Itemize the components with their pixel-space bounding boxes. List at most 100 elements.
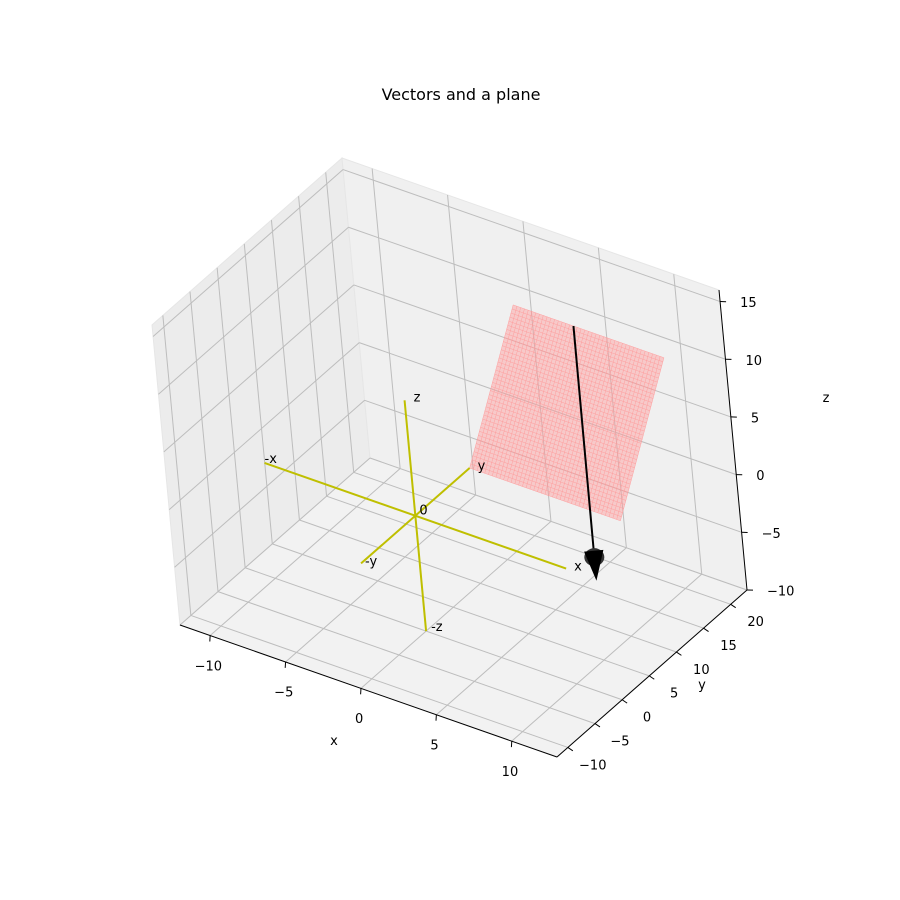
grid-line-z: [168, 342, 360, 510]
plane-mesh-line: [574, 341, 619, 506]
plane-mesh-line: [608, 353, 653, 517]
label-neg-x: -x: [265, 452, 278, 467]
z-axis-line: [718, 289, 748, 591]
grid-line-z: [369, 457, 748, 591]
z-tick-label: −5: [762, 527, 781, 542]
z-tick-label: −10: [767, 585, 794, 600]
z-tick-label: 15: [740, 296, 757, 311]
grid-line-x: [371, 168, 401, 469]
plane-mesh-line: [479, 431, 631, 485]
y-tick-label: 20: [747, 615, 764, 630]
plane-mesh-line: [567, 339, 612, 503]
grid-line-y: [217, 591, 596, 725]
y-tick-label: 15: [720, 639, 737, 654]
grid-line-y: [243, 243, 273, 544]
plane-mesh-line: [563, 337, 608, 502]
plane-mesh-line: [470, 463, 622, 517]
y-tick-label-mark: [703, 627, 709, 632]
plane-mesh-line: [593, 348, 638, 512]
vector: [572, 325, 605, 581]
y-axis-label: y: [698, 678, 706, 693]
grid-line-y: [326, 495, 704, 629]
z-coordinate-axis: [403, 400, 428, 632]
grid-line-y: [298, 196, 328, 497]
grid-line-y: [189, 291, 219, 592]
axis-lines: [179, 289, 748, 758]
plane-mesh-line: [578, 343, 623, 507]
y-tick-label: 0: [643, 711, 651, 726]
plane-mesh-line: [469, 467, 621, 522]
plane: [469, 304, 665, 522]
grid-line-y: [325, 172, 355, 473]
x-tick-label: 0: [355, 712, 363, 727]
plane-mesh-line: [480, 426, 632, 481]
grid-line-y: [299, 519, 677, 653]
label-pos-z: z: [414, 390, 421, 405]
grid-line-y: [270, 219, 300, 521]
label-pos-x: x: [574, 560, 582, 575]
label-neg-z: -z: [431, 620, 443, 635]
plane-mesh-line: [477, 439, 629, 493]
grid-line-x: [209, 468, 401, 636]
plane-mesh-line: [620, 357, 665, 521]
label-neg-y: -y: [365, 554, 377, 569]
plane-mesh-line: [476, 443, 628, 497]
grid-line-z: [364, 399, 742, 533]
y-tick-label: −10: [579, 758, 606, 773]
plane-mesh-line: [483, 414, 635, 469]
plane-mesh-line: [488, 398, 639, 452]
plane-mesh-line: [556, 335, 601, 499]
y-tick-label: −5: [610, 734, 629, 749]
grid-line-y: [272, 543, 650, 677]
z-tick-label: 0: [756, 469, 764, 484]
grid-line-y: [216, 267, 246, 568]
plane-mesh-line: [616, 356, 661, 520]
plane-mesh-line: [473, 451, 625, 505]
grid-line-x: [360, 520, 552, 689]
y-axis-line: [556, 589, 748, 758]
x-axis-line: [179, 624, 558, 758]
plane-mesh-line: [586, 345, 631, 509]
y-tick-label-mark: [621, 699, 628, 704]
y-tick-label-mark: [676, 651, 682, 656]
y-tick-label: 5: [670, 687, 678, 702]
x-tick-label: 10: [502, 765, 519, 780]
plane-mesh-line: [489, 394, 641, 448]
chart-title: Vectors and a plane: [382, 85, 541, 104]
label-pos-y: y: [478, 459, 486, 474]
plane-mesh-line: [491, 386, 643, 440]
y-tick-label-mark: [594, 723, 601, 728]
plane-mesh-line: [605, 352, 650, 516]
plane-mesh-line: [474, 447, 626, 501]
plane-mesh-line: [590, 347, 635, 511]
plane-mesh-line: [490, 390, 642, 444]
grid-line-z: [179, 457, 371, 626]
y-tick-label-mark: [649, 675, 655, 680]
plane-mesh-line: [612, 355, 657, 519]
plane-mesh-line: [485, 406, 637, 460]
plane-mesh-line: [597, 349, 642, 513]
plane-mesh-line: [482, 418, 634, 473]
grid-lines: [152, 168, 748, 748]
grid-line-z: [359, 342, 737, 476]
grid-line-z: [163, 284, 355, 453]
grid-line-x: [447, 194, 477, 496]
grid-line-z: [158, 226, 349, 395]
plane-mesh-line: [478, 435, 630, 489]
grid-line-z: [348, 226, 726, 360]
grid-line-y: [244, 567, 623, 701]
y-tick-label-mark: [730, 603, 736, 609]
grid-line-x: [673, 274, 703, 575]
grid-line-y: [162, 315, 192, 616]
plane-mesh-line: [552, 333, 597, 498]
y-tick-label-mark: [567, 747, 574, 752]
x-tick-label: 5: [430, 738, 438, 753]
plane-mesh-line: [481, 422, 633, 477]
x-axis-label: x: [330, 734, 338, 749]
grid-line-z: [174, 399, 365, 568]
z-tick-label: 10: [745, 354, 762, 369]
plane-mesh-line: [471, 459, 623, 513]
grid-line-x: [511, 573, 703, 742]
